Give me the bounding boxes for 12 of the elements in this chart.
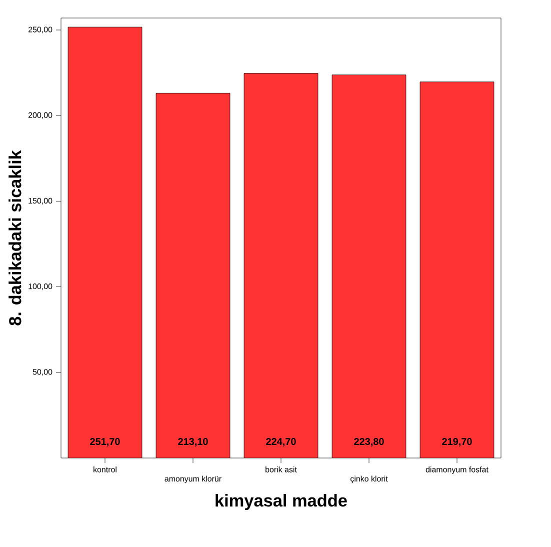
data-label: 219,70: [442, 438, 472, 446]
data-label: 213,10: [178, 438, 208, 446]
bar: [244, 73, 318, 458]
bar: [332, 74, 406, 458]
bar: [420, 82, 494, 458]
data-label: 223,80: [354, 438, 384, 446]
x-axis-title: kimyasal madde: [216, 494, 347, 510]
bar: [156, 93, 230, 458]
bar: [68, 27, 142, 458]
data-label: 224,70: [266, 438, 296, 446]
y-axis-title: 8. dakikadaki sicaklik: [8, 150, 22, 326]
data-label: 251,70: [90, 438, 120, 446]
